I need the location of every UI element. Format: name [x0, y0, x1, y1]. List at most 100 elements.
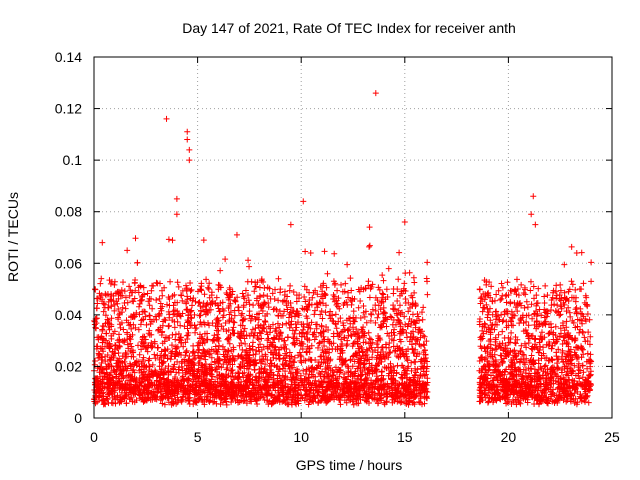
data-point: [177, 322, 184, 329]
data-point: [155, 327, 162, 334]
data-point: [308, 382, 315, 389]
data-point: [184, 293, 191, 300]
data-point: [238, 354, 245, 361]
data-point: [547, 395, 554, 402]
data-point: [224, 353, 231, 360]
data-point: [565, 353, 572, 360]
data-point: [191, 352, 198, 359]
data-point: [184, 391, 191, 398]
data-point: [129, 289, 136, 296]
data-point: [279, 384, 286, 391]
data-point: [330, 318, 337, 325]
data-point: [315, 362, 322, 369]
data-point: [201, 308, 208, 315]
data-point: [220, 312, 227, 319]
data-point: [579, 311, 586, 318]
data-point: [208, 354, 215, 361]
data-point: [476, 286, 483, 293]
data-point: [557, 287, 564, 294]
data-point: [508, 288, 515, 295]
data-point: [122, 363, 129, 370]
data-point: [357, 372, 364, 379]
data-point: [217, 284, 224, 291]
data-point: [261, 318, 268, 325]
data-point: [393, 389, 400, 396]
data-point: [141, 374, 148, 381]
data-point: [102, 337, 109, 344]
data-point: [356, 349, 363, 356]
data-point: [212, 343, 219, 350]
data-point: [238, 312, 245, 319]
data-point: [559, 341, 566, 348]
data-point: [412, 393, 419, 400]
data-point: [306, 301, 313, 308]
data-point: [573, 310, 580, 317]
data-point: [315, 358, 322, 365]
data-point: [172, 336, 179, 343]
data-point: [260, 279, 267, 286]
data-point: [567, 391, 574, 398]
data-point: [366, 243, 373, 250]
data-point: [198, 321, 205, 328]
data-point: [331, 396, 338, 403]
data-point: [353, 389, 360, 396]
data-point: [531, 295, 538, 302]
data-point: [156, 295, 163, 302]
data-point: [206, 363, 213, 370]
data-point: [396, 249, 403, 256]
data-point: [306, 392, 313, 399]
data-point: [171, 291, 178, 298]
data-point: [412, 320, 419, 327]
data-point: [186, 146, 193, 153]
data-point: [201, 339, 208, 346]
data-point: [183, 282, 190, 289]
data-point: [107, 369, 114, 376]
data-point: [161, 385, 168, 392]
data-point: [357, 393, 364, 400]
data-point: [157, 368, 164, 375]
data-point: [135, 358, 142, 365]
data-point: [357, 298, 364, 305]
data-point: [335, 366, 342, 373]
data-point: [373, 341, 380, 348]
data-point: [270, 306, 277, 313]
data-point: [544, 292, 551, 299]
data-point: [383, 286, 390, 293]
data-point: [560, 322, 567, 329]
data-point: [171, 353, 178, 360]
data-point: [570, 294, 577, 301]
data-point: [325, 354, 332, 361]
data-point: [532, 221, 539, 228]
data-point: [171, 377, 178, 384]
data-point: [134, 383, 141, 390]
data-point: [499, 318, 506, 325]
data-point: [322, 309, 329, 316]
data-point: [573, 352, 580, 359]
data-point: [347, 356, 354, 363]
data-point: [355, 304, 362, 311]
data-point: [290, 340, 297, 347]
data-point: [388, 392, 395, 399]
data-point: [195, 342, 202, 349]
data-point: [548, 345, 555, 352]
data-point: [485, 359, 492, 366]
data-point: [323, 369, 330, 376]
data-point: [371, 385, 378, 392]
data-point: [141, 398, 148, 405]
data-point: [541, 355, 548, 362]
data-point: [169, 399, 176, 406]
data-point: [527, 382, 534, 389]
data-point: [363, 346, 370, 353]
data-point: [376, 286, 383, 293]
data-point: [395, 385, 402, 392]
data-point: [522, 291, 529, 298]
data-point: [135, 342, 142, 349]
data-point: [582, 338, 589, 345]
data-point: [576, 286, 583, 293]
data-point: [375, 332, 382, 339]
data-point: [556, 312, 563, 319]
data-point: [412, 340, 419, 347]
data-point: [196, 375, 203, 382]
data-point: [191, 311, 198, 318]
data-point: [418, 365, 425, 372]
